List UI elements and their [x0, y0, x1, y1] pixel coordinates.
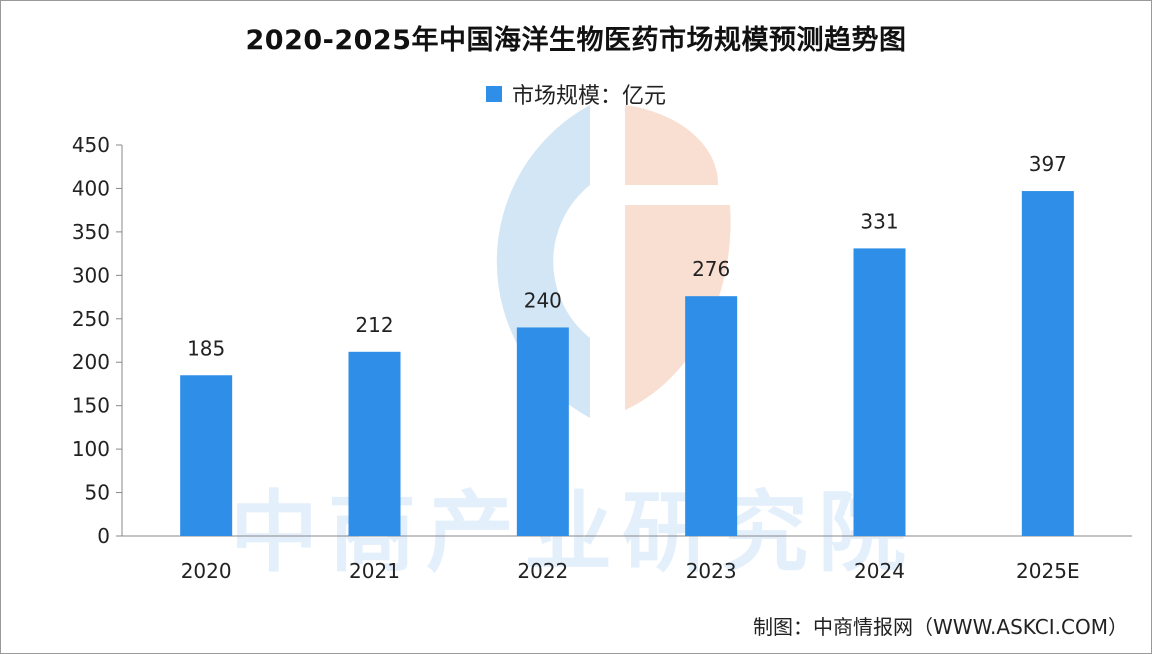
- y-tick-label: 50: [85, 481, 110, 505]
- legend-label: 市场规模：亿元: [511, 84, 666, 109]
- x-tick-label: 2023: [686, 559, 737, 583]
- x-tick-label: 2021: [349, 559, 400, 583]
- value-label: 397: [1029, 152, 1067, 176]
- bar-2023: [685, 296, 738, 536]
- bar-2025E: [1021, 191, 1074, 536]
- value-label: 240: [524, 288, 562, 312]
- source-note: 制图：中商情报网（WWW.ASKCI.COM）: [753, 615, 1128, 639]
- y-tick-label: 250: [72, 307, 110, 331]
- y-tick-label: 0: [97, 524, 110, 548]
- y-tick-label: 350: [72, 220, 110, 244]
- y-tick-label: 400: [72, 176, 110, 200]
- y-tick-label: 200: [72, 350, 110, 374]
- x-tick-label: 2020: [181, 559, 232, 583]
- value-label: 185: [187, 336, 225, 360]
- bar-2020: [180, 375, 233, 536]
- legend: 市场规模：亿元: [0, 78, 1152, 110]
- bar-2024: [853, 248, 906, 537]
- x-tick-label: 2025E: [1016, 559, 1080, 583]
- value-label: 276: [692, 257, 730, 281]
- legend-swatch: [485, 86, 502, 102]
- x-tick-label: 2022: [517, 559, 568, 583]
- bar-2021: [348, 351, 401, 536]
- value-label: 331: [860, 209, 898, 233]
- chart-title: 2020-2025年中国海洋生物医药市场规模预测趋势图: [245, 25, 907, 56]
- bar-2022: [516, 327, 569, 536]
- y-tick-label: 150: [72, 394, 110, 418]
- value-label: 212: [355, 313, 393, 337]
- y-tick-label: 100: [72, 437, 110, 461]
- x-tick-label: 2024: [854, 559, 905, 583]
- y-tick-label: 450: [72, 133, 110, 157]
- y-tick-label: 300: [72, 263, 110, 287]
